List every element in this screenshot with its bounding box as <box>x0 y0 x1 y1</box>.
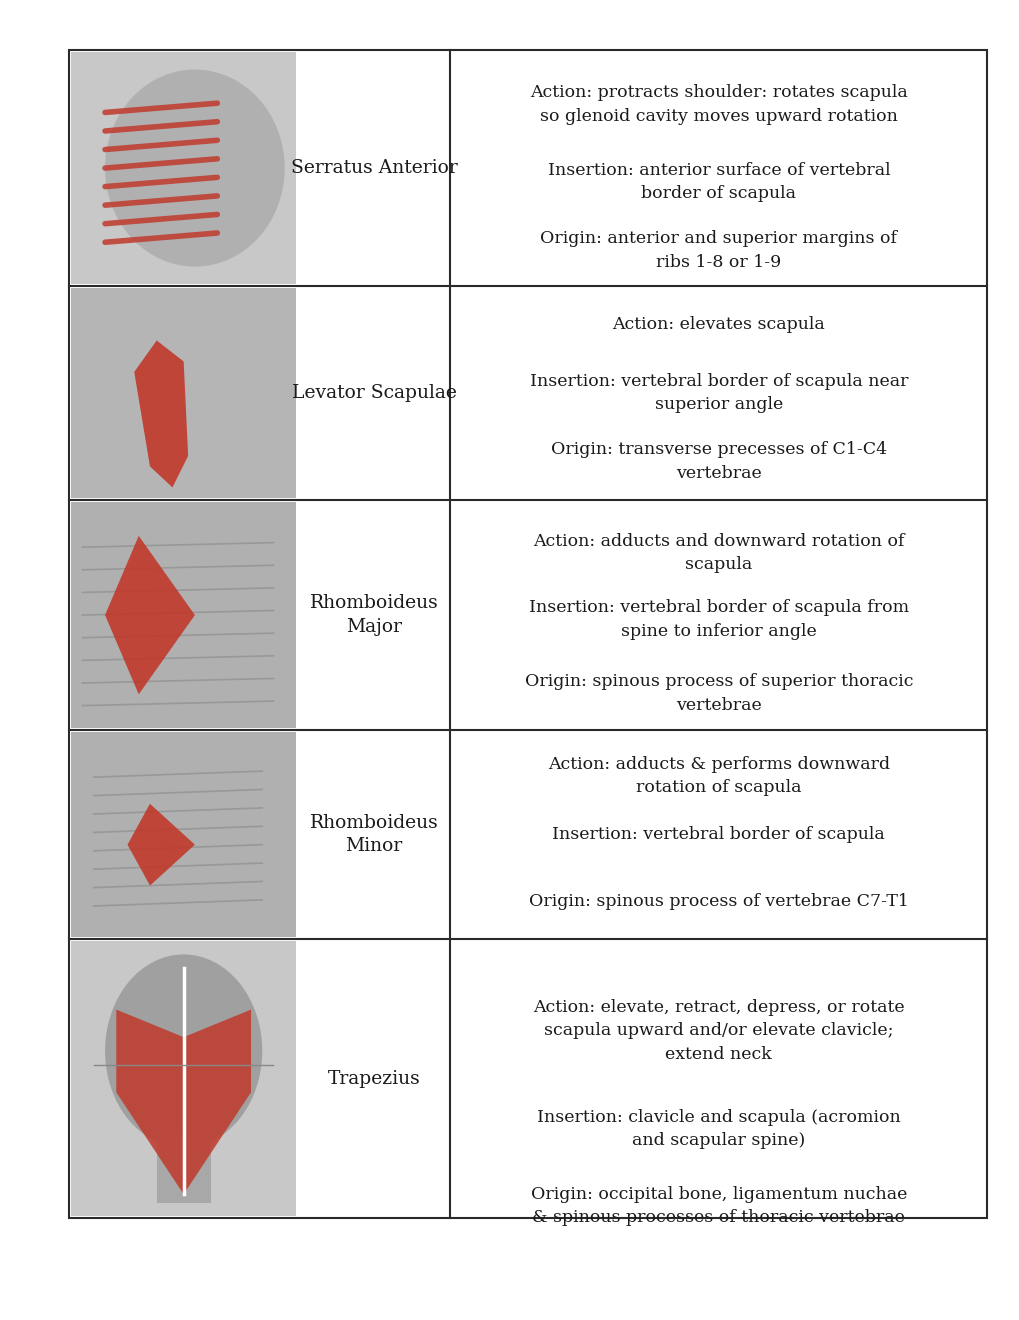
Bar <box>71 53 296 284</box>
Text: Rhomboideus
Major: Rhomboideus Major <box>310 594 438 636</box>
Text: Rhomboideus
Minor: Rhomboideus Minor <box>310 813 438 855</box>
Bar <box>71 502 296 729</box>
Polygon shape <box>135 341 187 487</box>
Text: Insertion: vertebral border of scapula from
spine to inferior angle: Insertion: vertebral border of scapula f… <box>528 599 908 640</box>
Text: Levator Scapulae: Levator Scapulae <box>291 384 457 403</box>
Text: Serratus Anterior: Serratus Anterior <box>290 160 458 177</box>
Text: Origin: spinous process of superior thoracic
vertebrae: Origin: spinous process of superior thor… <box>524 673 912 714</box>
Bar <box>71 502 296 729</box>
Polygon shape <box>105 536 195 694</box>
Text: Action: elevate, retract, depress, or rotate
scapula upward and/or elevate clavi: Action: elevate, retract, depress, or ro… <box>533 999 904 1063</box>
Bar <box>71 733 296 937</box>
Text: Trapezius: Trapezius <box>327 1069 420 1088</box>
Text: Insertion: vertebral border of scapula near
superior angle: Insertion: vertebral border of scapula n… <box>529 372 907 413</box>
Text: Insertion: anterior surface of vertebral
border of scapula: Insertion: anterior surface of vertebral… <box>547 162 890 202</box>
Ellipse shape <box>105 70 284 267</box>
Bar <box>71 733 296 937</box>
Bar <box>69 50 986 1218</box>
Ellipse shape <box>105 954 262 1147</box>
Text: Origin: anterior and superior margins of
ribs 1-8 or 1-9: Origin: anterior and superior margins of… <box>540 231 897 271</box>
Text: Origin: spinous process of vertebrae C7-T1: Origin: spinous process of vertebrae C7-… <box>529 892 908 909</box>
Polygon shape <box>116 1010 251 1195</box>
Bar <box>71 941 296 1216</box>
Text: Insertion: vertebral border of scapula: Insertion: vertebral border of scapula <box>552 826 884 843</box>
Text: Action: adducts & performs downward
rotation of scapula: Action: adducts & performs downward rota… <box>547 756 889 796</box>
Text: Action: elevates scapula: Action: elevates scapula <box>611 315 824 333</box>
Text: Insertion: clavicle and scapula (acromion
and scapular spine): Insertion: clavicle and scapula (acromio… <box>536 1109 900 1150</box>
Bar <box>71 288 296 498</box>
Text: Action: adducts and downward rotation of
scapula: Action: adducts and downward rotation of… <box>533 532 904 573</box>
Bar <box>71 288 296 498</box>
Text: Origin: transverse precesses of C1-C4
vertebrae: Origin: transverse precesses of C1-C4 ve… <box>550 441 887 482</box>
Polygon shape <box>127 804 195 886</box>
Text: Origin: occipital bone, ligamentum nuchae
& spinous processes of thoracic verteb: Origin: occipital bone, ligamentum nucha… <box>530 1185 906 1226</box>
Text: Action: protracts shoulder: rotates scapula
so glenoid cavity moves upward rotat: Action: protracts shoulder: rotates scap… <box>530 84 907 124</box>
Bar <box>157 1134 210 1203</box>
